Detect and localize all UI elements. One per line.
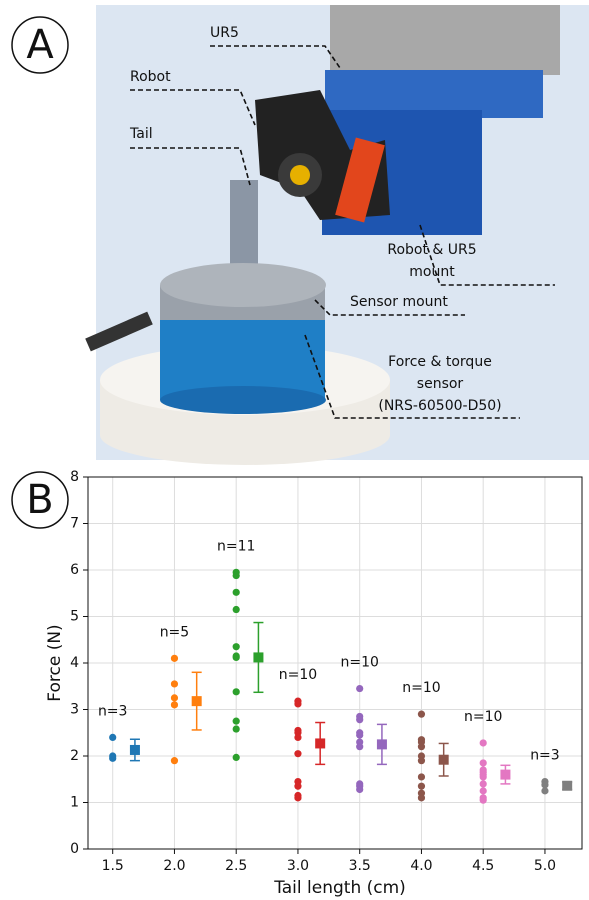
- data-point: [479, 773, 487, 781]
- y-tick-label: 8: [70, 469, 79, 485]
- group-label: n=10: [402, 680, 440, 696]
- x-tick-label: 3.5: [349, 858, 371, 874]
- y-tick-label: 3: [70, 702, 79, 718]
- data-point: [232, 605, 240, 614]
- annotation: Sensor mount: [350, 294, 448, 310]
- data-point: [417, 782, 426, 790]
- mean-marker: [562, 780, 573, 791]
- x-axis-title: Tail length (cm): [273, 878, 406, 898]
- data-point: [541, 781, 549, 789]
- group-label: n=10: [464, 709, 502, 725]
- mean-marker: [191, 696, 202, 707]
- data-point: [356, 785, 364, 794]
- group-label: n=11: [217, 538, 255, 554]
- data-point: [294, 700, 302, 708]
- annotation: mount: [409, 264, 455, 280]
- group-label: n=3: [530, 748, 560, 764]
- x-tick-label: 5.0: [534, 858, 556, 874]
- data-point: [479, 739, 487, 747]
- y-tick-label: 6: [70, 562, 79, 578]
- data-point: [356, 684, 364, 693]
- data-point: [170, 701, 179, 709]
- x-tick-label: 3.0: [287, 858, 309, 874]
- mean-marker: [500, 769, 511, 780]
- data-point: [232, 725, 240, 733]
- mean-marker: [376, 739, 387, 750]
- panel-label: B: [26, 477, 53, 523]
- data-point: [417, 710, 426, 718]
- data-point: [541, 787, 549, 795]
- panel-circle: [11, 16, 69, 74]
- data-point: [170, 680, 179, 688]
- data-point: [417, 757, 426, 765]
- annotation: UR5: [210, 25, 239, 41]
- y-tick-label: 4: [70, 655, 79, 671]
- data-point: [109, 733, 117, 742]
- mean-marker: [253, 652, 264, 663]
- data-point: [232, 717, 240, 725]
- x-tick-label: 2.5: [225, 858, 247, 874]
- annotation: Force & torque: [388, 354, 492, 370]
- group-label: n=10: [340, 655, 378, 671]
- group-label: n=10: [279, 667, 317, 683]
- data-point: [170, 654, 179, 662]
- panel-label: A: [26, 22, 54, 68]
- data-point: [232, 753, 240, 761]
- data-point: [479, 787, 487, 795]
- annotation: sensor: [417, 376, 464, 392]
- data-point: [479, 780, 487, 788]
- y-axis-title: Force (N): [45, 624, 65, 701]
- data-point: [232, 688, 240, 696]
- y-tick-label: 0: [70, 841, 79, 857]
- group-label: n=3: [98, 703, 128, 719]
- data-point: [170, 757, 179, 765]
- annotation: Tail: [129, 126, 153, 142]
- mean-marker: [129, 744, 140, 755]
- annotation: Robot & UR5: [387, 242, 476, 258]
- annotation: Robot: [130, 69, 171, 85]
- data-point: [356, 716, 364, 724]
- x-tick-label: 4.0: [410, 858, 432, 874]
- mean-marker: [315, 738, 326, 749]
- y-tick-label: 5: [70, 609, 79, 625]
- plot-frame: [87, 476, 583, 850]
- data-point: [232, 571, 240, 580]
- data-point: [232, 653, 240, 662]
- data-point: [417, 743, 426, 751]
- group-label: n=5: [160, 624, 190, 640]
- data-point: [294, 782, 302, 790]
- data-point: [479, 759, 487, 767]
- x-tick-label: 4.5: [472, 858, 494, 874]
- data-point: [294, 794, 302, 802]
- annotation: (NRS-60500-D50): [378, 398, 501, 414]
- y-tick-label: 2: [70, 748, 79, 764]
- data-point: [356, 731, 364, 739]
- data-point: [417, 794, 426, 802]
- photo: [85, 5, 589, 465]
- y-tick-label: 7: [70, 516, 79, 532]
- data-point: [356, 743, 364, 751]
- y-tick-label: 1: [70, 795, 79, 811]
- data-point: [294, 750, 302, 758]
- data-point: [170, 694, 179, 702]
- mean-marker: [438, 754, 449, 765]
- panel-circle: [11, 471, 69, 529]
- callout-lines: [130, 45, 555, 419]
- x-tick-label: 2.0: [163, 858, 185, 874]
- x-tick-label: 1.5: [102, 858, 124, 874]
- data-point: [294, 733, 302, 742]
- data-point: [232, 588, 240, 596]
- data-point: [417, 773, 426, 781]
- data-point: [232, 643, 240, 651]
- data-point: [109, 754, 117, 762]
- data-point: [479, 796, 487, 804]
